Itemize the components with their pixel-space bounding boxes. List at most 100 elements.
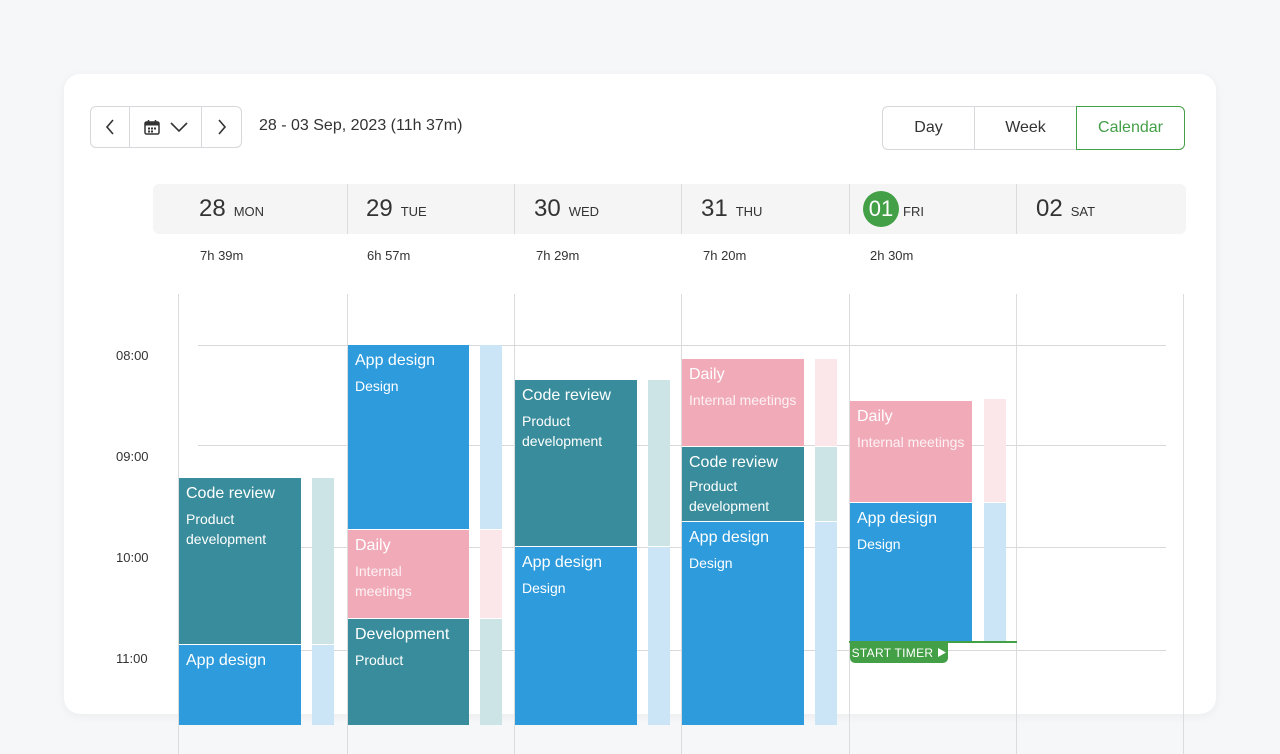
event-project: Internal meetings bbox=[857, 434, 965, 450]
event-project: Product development bbox=[689, 478, 770, 514]
day-total-wed: 7h 29m bbox=[536, 248, 580, 263]
day-separator bbox=[1016, 184, 1017, 234]
chevron-left-icon bbox=[105, 119, 114, 135]
day-name: FRI bbox=[903, 203, 924, 219]
day-header-thu[interactable]: 31 THU bbox=[701, 184, 762, 234]
chevron-right-icon bbox=[217, 119, 226, 135]
event-side-bar bbox=[984, 399, 1006, 502]
event-block[interactable]: App design Design bbox=[515, 547, 637, 725]
day-number: 30 bbox=[534, 195, 561, 222]
previous-week-button[interactable] bbox=[91, 107, 130, 147]
chevron-down-icon bbox=[169, 122, 188, 132]
event-title: Development bbox=[355, 626, 450, 643]
event-side-bar bbox=[648, 547, 670, 725]
day-name: SAT bbox=[1070, 203, 1096, 219]
event-project: Design bbox=[857, 536, 901, 552]
event-title: Daily bbox=[355, 537, 391, 554]
view-calendar-button[interactable]: Calendar bbox=[1076, 106, 1185, 150]
event-side-bar bbox=[815, 359, 837, 446]
day-total-mon: 7h 39m bbox=[200, 248, 244, 263]
event-side-bar bbox=[480, 345, 502, 529]
grid-column-line bbox=[514, 294, 515, 754]
grid-column-line bbox=[1016, 294, 1017, 754]
day-total-tue: 6h 57m bbox=[367, 248, 411, 263]
day-number: 31 bbox=[701, 195, 728, 222]
event-block[interactable]: Code review Product development bbox=[179, 478, 301, 644]
start-timer-button[interactable]: START TIMER bbox=[850, 642, 948, 663]
grid-column-line bbox=[1183, 294, 1184, 754]
event-project: Design bbox=[689, 555, 733, 571]
day-separator bbox=[514, 184, 515, 234]
event-title: Code review bbox=[186, 485, 275, 502]
event-block[interactable]: App design Design bbox=[348, 345, 469, 529]
day-header-sat[interactable]: 02 SAT bbox=[1036, 184, 1095, 234]
event-title: App design bbox=[355, 352, 436, 369]
event-project: Product bbox=[355, 652, 404, 668]
event-title: App design bbox=[522, 554, 603, 571]
day-number: 28 bbox=[199, 195, 226, 222]
event-block[interactable]: Daily Internal meetings bbox=[682, 359, 804, 446]
event-block[interactable]: Code review Product development bbox=[682, 447, 804, 521]
event-title: App design bbox=[857, 510, 938, 527]
event-block[interactable]: Daily Internal meetings bbox=[850, 401, 972, 502]
day-name: TUE bbox=[400, 203, 427, 219]
event-side-bar bbox=[648, 380, 670, 546]
event-block[interactable]: App design Design bbox=[850, 503, 972, 641]
start-timer-label: START TIMER bbox=[851, 645, 934, 660]
view-switcher: Day Week Calendar bbox=[882, 106, 1185, 150]
day-total-fri: 2h 30m bbox=[870, 248, 914, 263]
event-side-bar bbox=[312, 645, 334, 725]
day-separator bbox=[347, 184, 348, 234]
event-project: Design bbox=[355, 378, 399, 394]
event-title: Daily bbox=[857, 408, 893, 425]
event-block[interactable]: App design Design bbox=[682, 522, 804, 725]
day-name: WED bbox=[568, 203, 600, 219]
grid-hour-line bbox=[198, 345, 1166, 346]
timesheet-card: 28 - 03 Sep, 2023 (11h 37m) Day Week Cal… bbox=[64, 74, 1216, 754]
event-title: App design bbox=[689, 529, 770, 546]
today-day-number: 01 bbox=[863, 191, 899, 227]
event-block[interactable]: Code review Product development bbox=[515, 380, 637, 546]
date-navigation bbox=[90, 106, 242, 148]
time-label: 10:00 bbox=[116, 550, 149, 565]
event-side-bar bbox=[815, 522, 837, 725]
event-project: Product development bbox=[186, 511, 267, 547]
day-header-mon[interactable]: 28 MON bbox=[199, 184, 264, 234]
grid-column-line bbox=[849, 294, 850, 754]
time-label: 11:00 bbox=[116, 651, 148, 666]
day-header-fri[interactable]: 01 FRI bbox=[863, 184, 924, 234]
date-range-label: 28 - 03 Sep, 2023 (11h 37m) bbox=[259, 117, 463, 134]
event-block[interactable]: App design bbox=[179, 645, 301, 725]
calendar-icon bbox=[143, 120, 160, 135]
view-day-button[interactable]: Day bbox=[882, 106, 974, 150]
event-side-bar bbox=[312, 478, 334, 644]
event-project: Internal meetings bbox=[689, 392, 797, 408]
day-name: MON bbox=[233, 203, 265, 219]
day-header-tue[interactable]: 29 TUE bbox=[366, 184, 427, 234]
event-side-bar bbox=[815, 447, 837, 521]
day-number: 29 bbox=[366, 195, 393, 222]
grid-column-line bbox=[178, 294, 179, 754]
event-side-bar bbox=[480, 530, 502, 618]
day-header-row: 28 MON 29 TUE 30 WED 31 THU 01 FRI 02 SA… bbox=[153, 184, 1186, 234]
play-icon bbox=[938, 648, 947, 657]
event-title: Code review bbox=[689, 454, 778, 471]
event-side-bar bbox=[984, 503, 1006, 641]
time-label: 09:00 bbox=[116, 449, 149, 464]
event-block[interactable]: Development Product bbox=[348, 619, 469, 725]
day-separator bbox=[681, 184, 682, 234]
event-title: Daily bbox=[689, 366, 725, 383]
day-header-wed[interactable]: 30 WED bbox=[534, 184, 599, 234]
day-separator bbox=[849, 184, 850, 234]
event-project: Product development bbox=[522, 413, 603, 449]
event-block[interactable]: Daily Internal meetings bbox=[348, 530, 469, 618]
event-title: App design bbox=[186, 652, 267, 669]
grid-column-line bbox=[681, 294, 682, 754]
view-week-button[interactable]: Week bbox=[974, 106, 1076, 150]
grid-column-line bbox=[347, 294, 348, 754]
event-title: Code review bbox=[522, 387, 611, 404]
event-project: Design bbox=[522, 580, 566, 596]
next-week-button[interactable] bbox=[202, 107, 241, 147]
event-project: Internal meetings bbox=[355, 563, 412, 599]
date-picker-button[interactable] bbox=[130, 107, 202, 147]
